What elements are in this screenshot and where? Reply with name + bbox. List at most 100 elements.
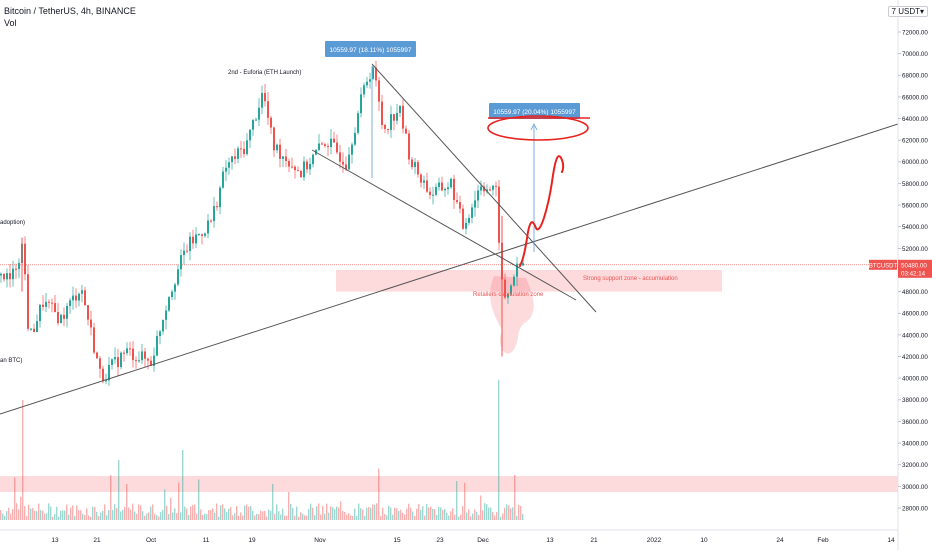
volume-bar (452, 508, 454, 520)
volume-bar (290, 504, 292, 520)
volume-bar (504, 507, 506, 520)
pen-projection-path (519, 155, 565, 267)
volume-bar (340, 501, 342, 520)
candle-body (123, 352, 125, 354)
candle-body (183, 250, 185, 256)
candle-body (96, 352, 98, 359)
candle-body (231, 156, 233, 163)
volume-bar (212, 508, 214, 520)
candle-body (180, 255, 182, 270)
candle-body (411, 159, 413, 168)
retailers-zone-label: Retailers capitulation zone (473, 292, 544, 298)
candle-body (465, 222, 467, 229)
candle-body (489, 189, 491, 191)
volume-bar (140, 505, 142, 520)
volume-bar (386, 515, 388, 520)
candle-body (156, 336, 158, 356)
candle-body (135, 360, 137, 362)
time-tick-label: 21 (590, 537, 598, 544)
candle-body (447, 187, 449, 190)
price-tick-label: 60000.00 (902, 159, 928, 166)
candle-body (504, 279, 506, 298)
volume-bar (14, 477, 16, 520)
candle-body (30, 328, 32, 330)
volume-bar (246, 504, 248, 520)
candle-body (432, 194, 434, 196)
volume-bar (322, 505, 324, 520)
volume-bar (466, 512, 468, 520)
volume-bar (348, 513, 350, 520)
volume-bar (326, 503, 328, 520)
volume-bar (90, 516, 92, 520)
volume-bar (484, 503, 486, 520)
volume-bar (4, 515, 6, 520)
candle-body (402, 105, 404, 129)
time-tick-label: 11 (203, 537, 210, 544)
candle-body (225, 167, 227, 172)
volume-indicator-label[interactable]: Vol (4, 18, 17, 28)
candle-body (363, 85, 365, 95)
candle-body (87, 305, 89, 320)
volume-bar (18, 509, 20, 520)
volume-bar (460, 514, 462, 520)
candle-body (45, 301, 47, 307)
volume-bar (426, 503, 428, 520)
volume-bar (320, 514, 322, 520)
volume-bar (394, 507, 396, 520)
volume-bar (318, 503, 320, 520)
candle-body (216, 206, 218, 208)
volume-bar (368, 507, 370, 520)
candle-body (282, 156, 284, 159)
volume-bar (286, 515, 288, 520)
candle-body (429, 191, 431, 195)
candle-body (240, 148, 242, 150)
candle-body (441, 182, 443, 191)
symbol-title: Bitcoin / TetherUS, 4h, BINANCE (4, 6, 136, 16)
volume-bar (186, 508, 188, 520)
volume-bar (62, 510, 64, 520)
volume-bar (74, 515, 76, 520)
measure-arrowhead (530, 123, 538, 131)
symbol-tag-bg (869, 259, 897, 270)
volume-bar (16, 503, 18, 520)
price-tick-label: 56000.00 (902, 202, 928, 209)
volume-bar (168, 514, 170, 520)
volume-bar (46, 513, 48, 520)
volume-bar (254, 515, 256, 520)
volume-bar (156, 515, 158, 520)
volume-bar (474, 509, 476, 520)
volume-bar (26, 515, 28, 520)
volume-bar (390, 507, 392, 520)
candle-body (414, 162, 416, 168)
volume-bar (28, 504, 30, 520)
candle-body (381, 101, 383, 126)
volume-bar (272, 483, 274, 520)
time-tick-label: Oct (146, 537, 156, 544)
candle-body (360, 94, 362, 114)
candle-body (384, 125, 386, 129)
volume-bar (522, 513, 524, 520)
volume-bar (142, 511, 144, 520)
volume-bar (512, 507, 514, 520)
volume-bar (148, 512, 150, 520)
volume-bar (334, 509, 336, 520)
volume-bar (302, 513, 304, 520)
candle-body (492, 185, 494, 190)
candle-body (204, 233, 206, 236)
ascending-trendline (0, 123, 899, 415)
volume-bar (300, 512, 302, 520)
candle-body (408, 133, 410, 160)
volume-bar (260, 510, 262, 520)
candle-body (390, 114, 392, 130)
price-tick-label: 70000.00 (902, 51, 928, 58)
volume-bar (516, 516, 518, 520)
volume-bar (40, 510, 42, 520)
time-tick-label: 15 (393, 537, 401, 544)
currency-button[interactable]: 7 USDT▾ (887, 6, 928, 17)
volume-bar (182, 450, 184, 520)
volume-bar (66, 504, 68, 520)
candle-body (405, 128, 407, 134)
volume-bar (220, 505, 222, 520)
price-tick-label: 46000.00 (902, 311, 928, 318)
